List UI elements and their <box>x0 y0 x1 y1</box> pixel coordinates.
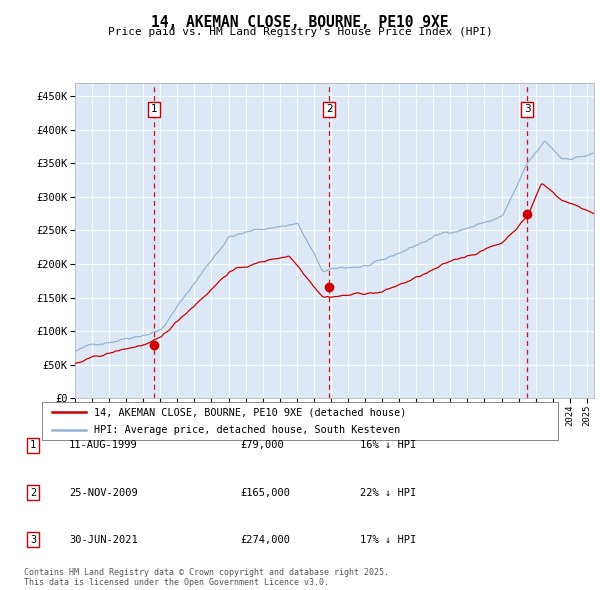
Text: 16% ↓ HPI: 16% ↓ HPI <box>360 441 416 450</box>
Text: 22% ↓ HPI: 22% ↓ HPI <box>360 488 416 497</box>
Text: £165,000: £165,000 <box>240 488 290 497</box>
Text: Contains HM Land Registry data © Crown copyright and database right 2025.
This d: Contains HM Land Registry data © Crown c… <box>24 568 389 587</box>
Text: 14, AKEMAN CLOSE, BOURNE, PE10 9XE (detached house): 14, AKEMAN CLOSE, BOURNE, PE10 9XE (deta… <box>94 408 406 417</box>
Text: 30-JUN-2021: 30-JUN-2021 <box>69 535 138 545</box>
Text: 17% ↓ HPI: 17% ↓ HPI <box>360 535 416 545</box>
Text: £79,000: £79,000 <box>240 441 284 450</box>
Text: 3: 3 <box>30 535 36 545</box>
Text: 2: 2 <box>30 488 36 497</box>
Text: 2: 2 <box>326 104 332 114</box>
Text: 14, AKEMAN CLOSE, BOURNE, PE10 9XE: 14, AKEMAN CLOSE, BOURNE, PE10 9XE <box>151 15 449 30</box>
Text: Price paid vs. HM Land Registry's House Price Index (HPI): Price paid vs. HM Land Registry's House … <box>107 27 493 37</box>
Text: 1: 1 <box>151 104 157 114</box>
Text: 25-NOV-2009: 25-NOV-2009 <box>69 488 138 497</box>
Text: HPI: Average price, detached house, South Kesteven: HPI: Average price, detached house, Sout… <box>94 425 400 435</box>
Text: 1: 1 <box>30 441 36 450</box>
Text: 11-AUG-1999: 11-AUG-1999 <box>69 441 138 450</box>
Text: 3: 3 <box>524 104 530 114</box>
Text: £274,000: £274,000 <box>240 535 290 545</box>
